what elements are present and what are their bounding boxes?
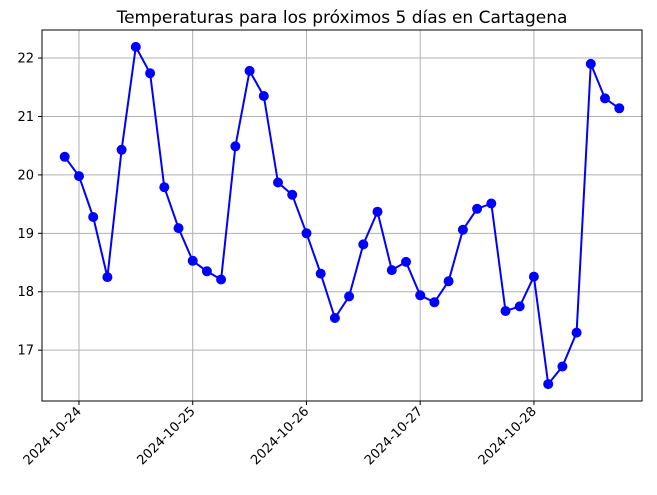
grid — [42, 30, 642, 401]
y-tick-label: 21 — [17, 110, 34, 125]
axis-ticks: 17 18 19 20 21 22 2024-10-24 2024-10-25 2024-10-… — [17, 52, 539, 469]
y-tick-label: 19 — [17, 227, 34, 242]
data-point — [600, 93, 610, 104]
series-temperature — [59, 41, 625, 390]
data-point — [514, 301, 525, 312]
series-line — [63, 45, 620, 386]
data-point — [287, 189, 298, 200]
data-point — [74, 171, 84, 182]
data-point — [187, 255, 198, 266]
data-point — [145, 68, 156, 79]
data-point — [415, 290, 426, 301]
data-point — [201, 266, 212, 277]
data-point — [273, 177, 283, 188]
data-point — [528, 271, 539, 282]
data-point — [457, 224, 468, 235]
data-point — [344, 291, 355, 302]
data-point — [301, 228, 312, 239]
data-point — [88, 212, 99, 222]
plot-area-frame — [41, 29, 643, 402]
x-tick-label: 2024-10-27 — [362, 404, 426, 468]
data-point — [329, 313, 340, 323]
data-point — [472, 203, 483, 214]
data-point — [258, 91, 269, 101]
data-point — [159, 182, 170, 193]
data-point — [543, 379, 554, 390]
data-point — [486, 198, 497, 209]
data-point — [130, 41, 141, 52]
data-point — [571, 327, 582, 338]
x-tick-label: 2024-10-26 — [248, 404, 312, 468]
y-tick-label: 20 — [17, 168, 34, 183]
y-tick-label: 22 — [17, 52, 34, 67]
data-point — [59, 151, 70, 162]
data-point — [102, 272, 113, 283]
data-point — [173, 223, 184, 234]
y-tick-label: 18 — [17, 285, 34, 300]
data-point — [116, 144, 127, 155]
x-tick-label: 2024-10-28 — [476, 404, 540, 468]
data-point — [372, 206, 383, 217]
data-point — [500, 306, 511, 316]
x-tick-label: 2024-10-24 — [21, 404, 85, 468]
x-tick-label: 2024-10-25 — [135, 404, 199, 468]
data-point — [585, 58, 596, 69]
data-point — [216, 274, 227, 285]
data-point — [443, 276, 454, 287]
data-point — [315, 268, 326, 279]
data-point — [230, 141, 241, 152]
data-point — [614, 103, 625, 114]
data-point — [358, 239, 369, 250]
data-point — [401, 256, 411, 267]
data-point — [429, 297, 440, 308]
data-point — [386, 265, 397, 276]
chart-title: Temperaturas para los próximos 5 días en… — [116, 8, 568, 28]
y-tick-label: 17 — [17, 344, 34, 359]
data-point — [244, 65, 255, 76]
data-point — [557, 361, 568, 372]
